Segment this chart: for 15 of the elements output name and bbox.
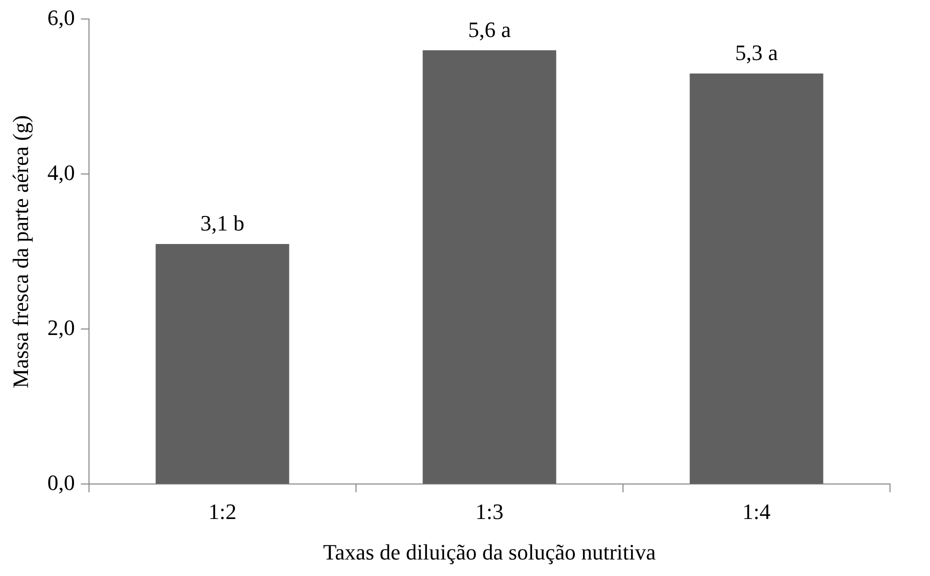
bar bbox=[690, 73, 824, 484]
x-axis-title: Taxas de diluição da solução nutritiva bbox=[323, 540, 656, 565]
data-label: 5,3 a bbox=[735, 40, 778, 66]
bar bbox=[422, 50, 556, 484]
bar bbox=[156, 244, 290, 484]
x-tick-label: 1:3 bbox=[475, 499, 504, 524]
y-tick-label: 4,0 bbox=[47, 160, 75, 185]
x-tick-label: 1:4 bbox=[742, 499, 771, 524]
y-tick-label: 0,0 bbox=[47, 470, 75, 495]
y-tick-label: 6,0 bbox=[47, 4, 75, 30]
y-axis-title: Massa fresca da parte aérea (g) bbox=[8, 115, 33, 388]
data-label: 3,1 b bbox=[200, 210, 244, 236]
x-tick-label: 1:2 bbox=[208, 499, 236, 524]
y-tick-label: 2,0 bbox=[47, 314, 75, 340]
data-label: 5,6 a bbox=[468, 16, 512, 42]
